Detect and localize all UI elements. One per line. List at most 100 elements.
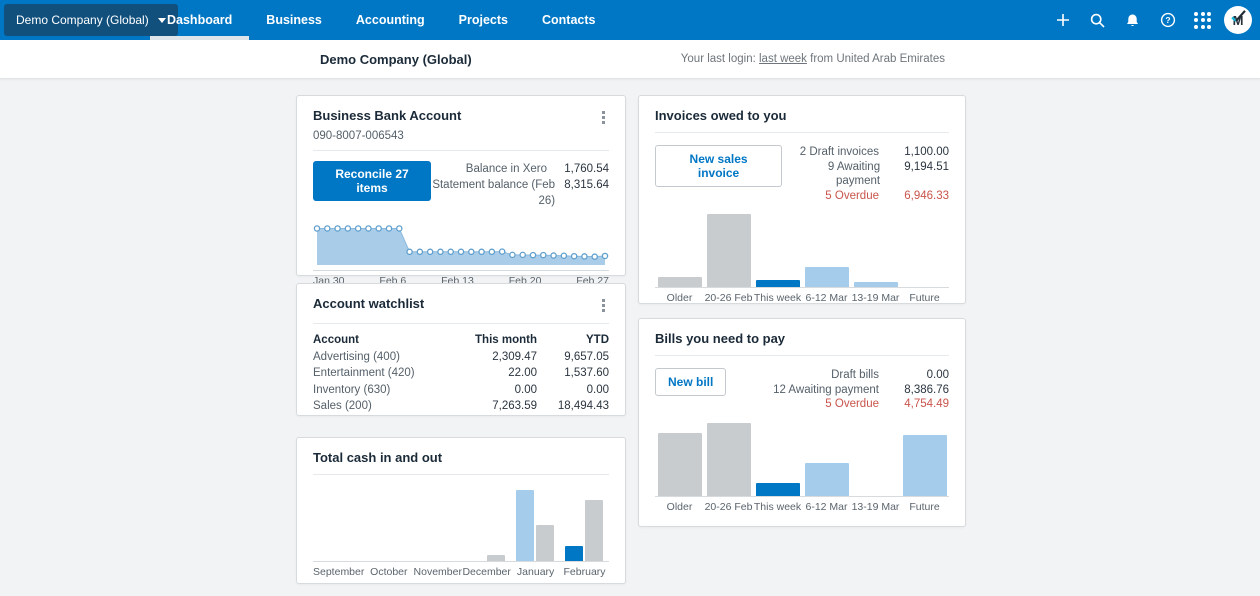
bar-group-20-26-feb[interactable] xyxy=(704,422,753,496)
bills-card-title: Bills you need to pay xyxy=(655,331,785,347)
invoices-card-title: Invoices owed to you xyxy=(655,108,786,124)
organisation-name: Demo Company (Global) xyxy=(16,13,149,27)
nav-dashboard[interactable]: Dashboard xyxy=(150,0,249,40)
bar-bills-due[interactable] xyxy=(805,463,849,496)
bar-group-6-12-mar[interactable] xyxy=(802,213,851,287)
bar-cash-in[interactable] xyxy=(565,546,583,561)
bar-cash-out[interactable] xyxy=(585,500,603,561)
total-cash-card: Total cash in and out SeptemberOctoberNo… xyxy=(296,437,626,584)
x-axis-label: 13-19 Mar xyxy=(851,501,900,513)
bank-account-card: Business Bank Account 090-8007-006543 Re… xyxy=(296,95,626,276)
xero-dashboard: Demo Company (Global) Dashboard Business… xyxy=(0,0,1260,596)
bar-cash-in[interactable] xyxy=(516,490,534,561)
bar-group-13-19-mar[interactable] xyxy=(851,422,900,496)
bar-group-older[interactable] xyxy=(655,213,704,287)
reconcile-button[interactable]: Reconcile 27 items xyxy=(313,161,431,201)
bar-invoices-due[interactable] xyxy=(854,282,898,287)
overdue-row[interactable]: 5 Overdue 6,946.33 xyxy=(782,189,949,204)
svg-text:?: ? xyxy=(1165,15,1170,25)
bills-due-chart: Older20-26 FebThis week6-12 Mar13-19 Mar… xyxy=(655,422,949,513)
last-login-status: Your last login: last week from United A… xyxy=(681,40,945,79)
bar-bills-due[interactable] xyxy=(903,435,947,496)
notifications-bell-icon[interactable] xyxy=(1115,0,1150,40)
watchlist-header-row: Account This month YTD xyxy=(313,332,609,349)
x-axis-label: December xyxy=(462,566,511,578)
bill-status-rows: Draft bills 0.00 12 Awaiting payment 8,3… xyxy=(773,368,949,412)
watchlist-row[interactable]: Sales (200) 7,263.59 18,494.43 xyxy=(313,398,609,415)
bar-invoices-due[interactable] xyxy=(707,214,751,287)
draft-invoices-row[interactable]: 2 Draft invoices 1,100.00 xyxy=(782,145,949,160)
bar-group-november[interactable] xyxy=(412,485,461,561)
bar-group-this-week[interactable] xyxy=(753,213,802,287)
bar-group-september[interactable] xyxy=(313,485,362,561)
main-nav: Dashboard Business Accounting Projects C… xyxy=(150,0,612,40)
bar-group-20-26-feb[interactable] xyxy=(704,213,753,287)
bar-group-future[interactable] xyxy=(900,213,949,287)
apps-grid-icon[interactable] xyxy=(1185,0,1220,40)
watchlist-row[interactable]: Entertainment (420) 22.00 1,537.60 xyxy=(313,365,609,382)
help-icon[interactable]: ? xyxy=(1150,0,1185,40)
bar-group-december[interactable] xyxy=(461,485,510,561)
x-axis-label: January xyxy=(511,566,560,578)
bar-group-6-12-mar[interactable] xyxy=(802,422,851,496)
x-axis-label: November xyxy=(413,566,462,578)
x-axis-label: 6-12 Mar xyxy=(802,501,851,513)
last-login-link[interactable]: last week xyxy=(759,53,807,65)
topbar-icons: ? M xyxy=(1045,0,1252,40)
bar-group-february[interactable] xyxy=(560,485,609,561)
bar-invoices-due[interactable] xyxy=(658,277,702,287)
x-axis-label: September xyxy=(313,566,364,578)
bar-bills-due[interactable] xyxy=(658,433,702,496)
awaiting-payment-row[interactable]: 12 Awaiting payment 8,386.76 xyxy=(773,383,949,398)
x-axis-label: Future xyxy=(900,292,949,304)
invoices-owed-card: Invoices owed to you New sales invoice 2… xyxy=(638,95,966,304)
bar-invoices-due[interactable] xyxy=(756,280,800,287)
balance-in-xero-value: 1,760.54 xyxy=(547,161,609,177)
draft-bills-row[interactable]: Draft bills 0.00 xyxy=(773,368,949,383)
x-axis-label: Older xyxy=(655,292,704,304)
statement-balance-label: Statement balance (Feb 26) xyxy=(431,177,555,209)
x-axis-label: February xyxy=(560,566,609,578)
watchlist-table: Account This month YTD Advertising (400)… xyxy=(313,332,609,415)
bar-group-older[interactable] xyxy=(655,422,704,496)
bar-bills-due[interactable] xyxy=(707,423,751,496)
x-axis-label: Older xyxy=(655,501,704,513)
bar-cash-out[interactable] xyxy=(487,555,505,561)
invoice-status-rows: 2 Draft invoices 1,100.00 9 Awaiting pay… xyxy=(782,145,949,203)
watchlist-row[interactable]: Inventory (630) 0.00 0.00 xyxy=(313,382,609,399)
awaiting-payment-row[interactable]: 9 Awaiting payment 9,194.51 xyxy=(782,160,949,189)
page-header: Demo Company (Global) Your last login: l… xyxy=(0,40,1260,79)
bar-group-october[interactable] xyxy=(362,485,411,561)
cash-card-title: Total cash in and out xyxy=(313,450,442,466)
kebab-menu-icon[interactable] xyxy=(598,108,609,127)
top-navigation-bar: Demo Company (Global) Dashboard Business… xyxy=(0,0,1260,40)
kebab-menu-icon[interactable] xyxy=(598,296,609,315)
x-axis-label: October xyxy=(364,566,413,578)
x-axis-label: 6-12 Mar xyxy=(802,292,851,304)
x-axis-label: This week xyxy=(753,292,802,304)
nav-business[interactable]: Business xyxy=(249,0,339,40)
bar-group-january[interactable] xyxy=(510,485,559,561)
new-sales-invoice-button[interactable]: New sales invoice xyxy=(655,145,782,187)
bar-group-13-19-mar[interactable] xyxy=(851,213,900,287)
bar-group-this-week[interactable] xyxy=(753,422,802,496)
check-icon xyxy=(1230,10,1247,23)
bar-cash-out[interactable] xyxy=(536,525,554,561)
nav-projects[interactable]: Projects xyxy=(442,0,525,40)
overdue-row[interactable]: 5 Overdue 4,754.49 xyxy=(773,397,949,412)
statement-balance-value: 8,315.64 xyxy=(555,177,609,209)
bar-bills-due[interactable] xyxy=(756,483,800,496)
nav-accounting[interactable]: Accounting xyxy=(339,0,442,40)
add-icon[interactable] xyxy=(1045,0,1080,40)
nav-contacts[interactable]: Contacts xyxy=(525,0,612,40)
x-axis-label: Future xyxy=(900,501,949,513)
cash-in-out-chart: SeptemberOctoberNovemberDecemberJanuaryF… xyxy=(313,485,609,578)
bar-invoices-due[interactable] xyxy=(805,267,849,287)
watchlist-row[interactable]: Advertising (400) 2,309.47 9,657.05 xyxy=(313,349,609,366)
user-avatar[interactable]: M xyxy=(1224,6,1252,34)
bar-group-future[interactable] xyxy=(900,422,949,496)
x-axis-label: 20-26 Feb xyxy=(704,292,753,304)
invoices-due-chart: Older20-26 FebThis week6-12 Mar13-19 Mar… xyxy=(655,213,949,304)
new-bill-button[interactable]: New bill xyxy=(655,368,726,396)
search-icon[interactable] xyxy=(1080,0,1115,40)
